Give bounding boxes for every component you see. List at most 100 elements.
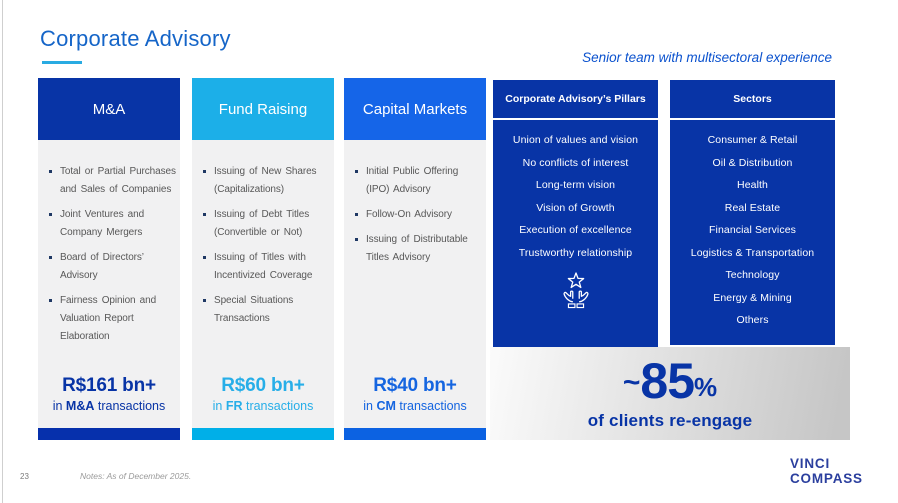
bullet-item: Issuing of Distributable Titles Advisory: [355, 231, 482, 267]
stat-label-prefix: in: [212, 399, 226, 413]
column-capital-markets-body: Initial Public Offering (IPO) Advisory F…: [344, 140, 486, 428]
pillar-item: Union of values and vision: [512, 134, 639, 146]
sector-item: Financial Services: [709, 224, 796, 236]
stat-label-suffix: transactions: [242, 399, 314, 413]
stat-label-suffix: transactions: [94, 399, 166, 413]
stat-label: in CM transactions: [344, 399, 486, 413]
highlight-tilde: ~: [622, 366, 641, 399]
bullet-marker: [355, 213, 358, 216]
bullet-item: Follow-On Advisory: [355, 206, 482, 224]
stat-label-bold: FR: [225, 399, 243, 413]
sector-item: Oil & Distribution: [712, 156, 793, 169]
pillar-item: Trustworthy relationship: [518, 246, 633, 259]
sector-item: Energy & Mining: [713, 291, 792, 304]
bullet-marker: [49, 213, 52, 216]
sector-item: Health: [737, 179, 768, 191]
sector-item: Logistics & Transportation: [690, 246, 815, 259]
bullet-text: Fairness Opinion and Valuation Report El…: [60, 295, 157, 342]
column-fund-raising-stat: R$60 bn+ in FR transactions: [192, 375, 334, 413]
column-ma: M&A Total or Partial Purchases and Sales…: [38, 78, 180, 440]
column-ma-bottom-bar: [38, 428, 180, 440]
stat-label: in M&A transactions: [38, 399, 180, 413]
column-fund-raising-bottom-bar: [192, 428, 334, 440]
bullet-text: Issuing of New Shares (Capitalizations): [214, 166, 317, 195]
bullet-text: Issuing of Titles with Incentivized Cove…: [214, 252, 313, 281]
bullet-item: Fairness Opinion and Valuation Report El…: [49, 292, 176, 346]
stat-label-bold: CM: [376, 399, 396, 413]
bullet-marker: [203, 299, 206, 302]
pillar-item: No conflicts of interest: [522, 156, 629, 169]
sector-item: Consumer & Retail: [707, 134, 798, 146]
column-ma-bullet-list: Total or Partial Purchases and Sales of …: [38, 140, 180, 346]
bullet-item: Board of Directors’ Advisory: [49, 249, 176, 285]
bullet-marker: [355, 238, 358, 241]
column-fund-raising-body: Issuing of New Shares (Capitalizations) …: [192, 140, 334, 428]
sectors-panel: Sectors Consumer & Retail Oil & Distribu…: [670, 80, 835, 345]
column-capital-markets-stat: R$40 bn+ in CM transactions: [344, 375, 486, 413]
bullet-marker: [49, 299, 52, 302]
bullet-item: Initial Public Offering (IPO) Advisory: [355, 163, 482, 199]
bullet-item: Total or Partial Purchases and Sales of …: [49, 163, 176, 199]
bullet-item: Issuing of New Shares (Capitalizations): [203, 163, 330, 199]
pillar-item: Vision of Growth: [536, 201, 615, 214]
sector-item: Others: [736, 314, 769, 326]
pillar-item: Execution of excellence: [519, 224, 632, 236]
column-capital-markets-bullet-list: Initial Public Offering (IPO) Advisory F…: [344, 140, 486, 267]
bullet-item: Special Situations Transactions: [203, 292, 330, 328]
column-ma-stat: R$161 bn+ in M&A transactions: [38, 375, 180, 413]
footnote: Notes: As of December 2025.: [80, 471, 192, 481]
column-capital-markets: Capital Markets Initial Public Offering …: [344, 78, 486, 440]
pillars-list: Union of values and vision No conflicts …: [493, 120, 658, 264]
bullet-item: Issuing of Debt Titles (Convertible or N…: [203, 206, 330, 242]
bullet-item: Joint Ventures and Company Mergers: [49, 206, 176, 242]
page-title: Corporate Advisory: [40, 26, 231, 51]
bullet-marker: [49, 256, 52, 259]
bullet-item: Issuing of Titles with Incentivized Cove…: [203, 249, 330, 285]
stat-value: R$40 bn+: [373, 375, 457, 396]
stat-value: R$60 bn+: [221, 375, 305, 396]
bullet-text: Issuing of Distributable Titles Advisory: [366, 234, 468, 263]
slide-left-edge-line: [2, 0, 3, 503]
bullet-marker: [203, 256, 206, 259]
bullet-text: Total or Partial Purchases and Sales of …: [60, 166, 176, 195]
bullet-marker: [49, 170, 52, 173]
tagline: Senior team with multisectoral experienc…: [582, 50, 832, 65]
vinci-compass-logo: VINCI COMPASS: [790, 456, 863, 486]
column-capital-markets-bottom-bar: [344, 428, 486, 440]
pillars-panel-header: Corporate Advisory’s Pillars: [493, 80, 658, 120]
title-accent-underline: [42, 61, 82, 64]
bullet-text: Initial Public Offering (IPO) Advisory: [366, 166, 459, 195]
column-ma-header: M&A: [38, 78, 180, 140]
column-capital-markets-header: Capital Markets: [344, 78, 486, 140]
column-fund-raising-header: Fund Raising: [192, 78, 334, 140]
pillar-item: Long-term vision: [535, 179, 616, 191]
logo-line1: VINCI: [790, 456, 831, 471]
sector-item: Real Estate: [724, 201, 781, 214]
highlight-value: ~85%: [623, 356, 717, 406]
bullet-text: Follow-On Advisory: [366, 209, 452, 220]
stat-label-prefix: in: [363, 399, 377, 413]
highlight-percent-sign: %: [694, 372, 718, 402]
sectors-panel-header: Sectors: [670, 80, 835, 120]
bullet-marker: [355, 170, 358, 173]
column-ma-body: Total or Partial Purchases and Sales of …: [38, 140, 180, 428]
column-fund-raising-bullet-list: Issuing of New Shares (Capitalizations) …: [192, 140, 334, 328]
bullet-text: Board of Directors’ Advisory: [60, 252, 144, 281]
stat-label-suffix: transactions: [395, 399, 467, 413]
stat-label-prefix: in: [52, 399, 66, 413]
bullet-text: Special Situations Transactions: [214, 295, 294, 324]
hands-holding-star-icon: [493, 271, 658, 316]
highlight-number: 85: [640, 353, 695, 409]
clients-reengage-highlight: ~85% of clients re-engage: [490, 347, 850, 440]
stat-label: in FR transactions: [192, 399, 334, 413]
logo-line2: COMPASS: [790, 471, 863, 487]
column-fund-raising: Fund Raising Issuing of New Shares (Capi…: [192, 78, 334, 440]
bullet-text: Joint Ventures and Company Mergers: [60, 209, 145, 238]
highlight-caption: of clients re-engage: [587, 411, 753, 430]
pillars-panel: Corporate Advisory’s Pillars Union of va…: [493, 80, 658, 347]
sector-item: Technology: [725, 269, 780, 281]
sectors-list: Consumer & Retail Oil & Distribution Hea…: [670, 120, 835, 332]
bullet-marker: [203, 213, 206, 216]
stat-value: R$161 bn+: [62, 375, 156, 396]
